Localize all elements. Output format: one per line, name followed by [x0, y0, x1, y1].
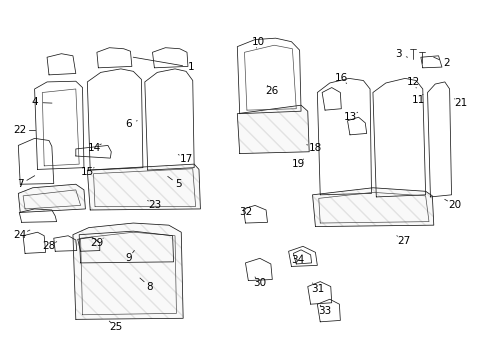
Text: 23: 23 — [147, 201, 161, 210]
Text: 17: 17 — [179, 154, 192, 164]
Text: 10: 10 — [251, 37, 264, 47]
Text: 5: 5 — [175, 179, 182, 189]
Text: 9: 9 — [125, 253, 132, 263]
Text: 19: 19 — [291, 159, 304, 169]
Text: 7: 7 — [17, 179, 23, 189]
Text: 25: 25 — [109, 323, 122, 333]
Text: 29: 29 — [90, 238, 103, 248]
Text: 3: 3 — [395, 49, 401, 59]
Text: 33: 33 — [318, 306, 331, 316]
Text: 22: 22 — [14, 125, 27, 135]
Text: 27: 27 — [396, 236, 409, 246]
Polygon shape — [237, 105, 308, 154]
Text: 18: 18 — [308, 143, 322, 153]
Text: 4: 4 — [31, 98, 38, 107]
Polygon shape — [87, 164, 200, 210]
Text: 11: 11 — [410, 95, 424, 104]
Text: 2: 2 — [443, 58, 449, 68]
Text: 8: 8 — [146, 282, 153, 292]
Text: 15: 15 — [81, 167, 94, 177]
Text: 13: 13 — [344, 112, 357, 122]
Text: 1: 1 — [187, 62, 194, 72]
Polygon shape — [73, 223, 183, 319]
Text: 14: 14 — [87, 143, 101, 153]
Text: 20: 20 — [447, 200, 460, 210]
Text: 28: 28 — [42, 241, 56, 251]
Polygon shape — [18, 184, 85, 212]
Text: 31: 31 — [310, 284, 324, 294]
Text: 24: 24 — [14, 230, 27, 240]
Text: 16: 16 — [334, 73, 347, 84]
Text: 21: 21 — [453, 98, 467, 108]
Text: 32: 32 — [238, 207, 252, 217]
Polygon shape — [312, 188, 433, 226]
Text: 26: 26 — [265, 86, 278, 96]
Text: 6: 6 — [125, 118, 132, 129]
Text: 12: 12 — [406, 77, 419, 87]
Text: 30: 30 — [253, 278, 266, 288]
Text: 34: 34 — [291, 256, 304, 265]
